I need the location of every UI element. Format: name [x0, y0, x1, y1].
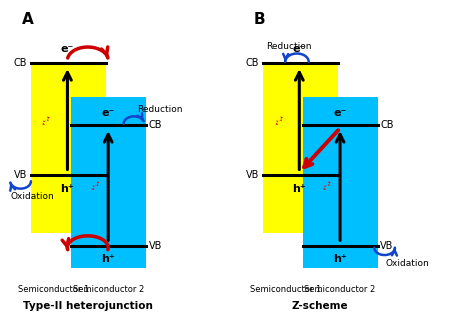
Polygon shape — [323, 182, 331, 190]
Text: Semiconductor 2: Semiconductor 2 — [73, 285, 144, 294]
Text: VB: VB — [148, 241, 162, 251]
Text: Semiconductor 1: Semiconductor 1 — [18, 285, 89, 294]
Text: VB: VB — [380, 241, 394, 251]
Text: h⁺: h⁺ — [292, 184, 306, 194]
Text: Reduction: Reduction — [266, 43, 312, 51]
Text: CB: CB — [14, 58, 27, 68]
Text: CB: CB — [246, 58, 259, 68]
Text: A: A — [21, 12, 33, 27]
Polygon shape — [42, 116, 50, 125]
Bar — [263, 62, 337, 233]
Polygon shape — [275, 116, 283, 125]
Text: Oxidation: Oxidation — [10, 192, 54, 202]
Text: e⁻: e⁻ — [61, 44, 74, 54]
Text: CB: CB — [380, 120, 394, 130]
Bar — [71, 97, 146, 268]
Text: e⁻: e⁻ — [333, 108, 347, 118]
Text: Semiconductor 2: Semiconductor 2 — [304, 285, 376, 294]
Text: Z-scheme: Z-scheme — [292, 301, 348, 311]
Bar — [31, 62, 106, 233]
Text: e⁻: e⁻ — [101, 108, 115, 118]
Text: Reduction: Reduction — [137, 105, 182, 114]
Text: VB: VB — [14, 170, 27, 180]
Text: h⁺: h⁺ — [61, 184, 74, 194]
Text: VB: VB — [246, 170, 259, 180]
Polygon shape — [91, 182, 100, 190]
Text: Oxidation: Oxidation — [385, 259, 429, 269]
Text: h⁺: h⁺ — [101, 254, 115, 264]
Text: CB: CB — [148, 120, 162, 130]
Text: Semiconductor 1: Semiconductor 1 — [250, 285, 321, 294]
Text: e⁻: e⁻ — [292, 44, 306, 54]
Text: Type-II heterojunction: Type-II heterojunction — [23, 301, 153, 311]
Bar — [302, 97, 377, 268]
Text: h⁺: h⁺ — [333, 254, 347, 264]
Text: B: B — [254, 12, 265, 27]
